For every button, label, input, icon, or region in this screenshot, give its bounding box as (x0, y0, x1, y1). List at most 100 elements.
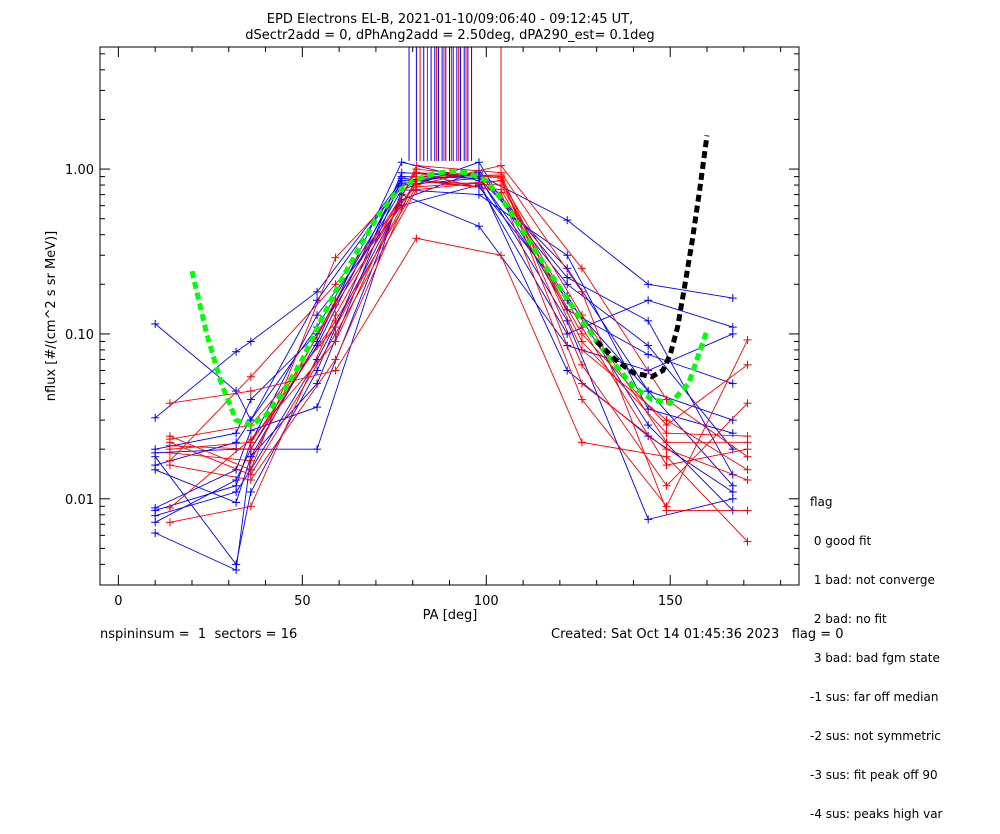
data-point (497, 251, 506, 260)
data-point (662, 506, 671, 515)
data-point (743, 452, 752, 461)
data-point (474, 158, 483, 167)
y-axis-label: nflux [#/(cm^2 s sr MeV)] (44, 231, 59, 401)
series-line (155, 194, 733, 509)
data-point (412, 161, 421, 170)
data-point (563, 366, 572, 375)
data-point (743, 506, 752, 515)
data-point (743, 476, 752, 485)
data-point (644, 387, 653, 396)
data-point (397, 158, 406, 167)
data-point (644, 280, 653, 289)
data-point (577, 395, 586, 404)
data-point (151, 518, 160, 527)
data-point (662, 461, 671, 470)
data-point (577, 345, 586, 354)
series-line (154, 174, 733, 419)
data-point (644, 316, 653, 325)
data-point (662, 429, 671, 438)
data-point (246, 456, 255, 465)
data-point (151, 413, 160, 422)
data-point (644, 341, 653, 350)
flag-legend-item: -4 sus: peaks high var (810, 807, 943, 821)
footer-right: Created: Sat Oct 14 01:45:36 2023 flag =… (551, 627, 844, 642)
data-point (577, 360, 586, 369)
x-tick-label: 0 (114, 594, 122, 609)
data-point (728, 329, 737, 338)
series-line (154, 177, 734, 486)
data-point (662, 481, 671, 490)
series-line (169, 180, 748, 476)
series-line (169, 172, 748, 481)
data-point (232, 429, 241, 438)
data-point (563, 273, 572, 282)
data-point (151, 503, 160, 512)
flag-legend-item: 2 bad: no fit (810, 612, 887, 626)
data-point (232, 347, 241, 356)
green-fit-curve (189, 168, 710, 428)
data-point (246, 387, 255, 396)
series-line (169, 180, 748, 450)
data-point (232, 438, 241, 447)
data-point (743, 360, 752, 369)
data-point (313, 311, 322, 320)
y-tick-label: 0.01 (65, 493, 94, 508)
data-point (232, 498, 241, 507)
data-point (165, 435, 174, 444)
data-point (662, 395, 671, 404)
data-point (331, 329, 340, 338)
chart: EPD Electrons EL-B, 2021-01-10/09:06:40 … (44, 12, 800, 623)
data-point (165, 518, 174, 527)
data-point (743, 537, 752, 546)
data-point (577, 287, 586, 296)
series-line (155, 161, 734, 571)
data-point (331, 253, 340, 262)
data-point (412, 182, 421, 191)
data-point (232, 487, 241, 496)
data-point (644, 350, 653, 359)
data-point (743, 432, 752, 441)
series-line (169, 174, 748, 481)
data-point (728, 323, 737, 332)
data-point (412, 234, 421, 243)
series-line (169, 165, 748, 462)
data-point (577, 379, 586, 388)
chart-title: EPD Electrons EL-B, 2021-01-10/09:06:40 … (267, 12, 633, 27)
data-point (474, 222, 483, 231)
data-point (743, 335, 752, 344)
data-point (313, 403, 322, 412)
y-tick-label: 0.10 (65, 328, 94, 343)
data-point (232, 387, 241, 396)
data-point (165, 503, 174, 512)
data-point (151, 445, 160, 454)
data-point (743, 399, 752, 408)
data-point (644, 515, 653, 524)
series-line (154, 176, 733, 523)
data-point (563, 216, 572, 225)
data-point (151, 465, 160, 474)
data-point (497, 161, 506, 170)
x-axis-label: PA [deg] (423, 608, 478, 623)
flag-legend-item: 3 bad: bad fgm state (810, 651, 940, 665)
data-point (728, 416, 737, 425)
data-point (662, 416, 671, 425)
data-point (246, 395, 255, 404)
x-tick-label: 150 (658, 594, 683, 609)
data-point (313, 366, 322, 375)
data-point (474, 190, 483, 199)
data-point (644, 432, 653, 441)
data-point (743, 445, 752, 454)
data-point (165, 445, 174, 454)
data-point (728, 379, 737, 388)
series-line (169, 237, 748, 542)
data-point (165, 461, 174, 470)
flag-legend-item: -2 sus: not symmetric (810, 729, 941, 743)
series-line (169, 165, 748, 511)
data-point (577, 329, 586, 338)
flag-legend-item: -3 sus: fit peak off 90 (810, 768, 938, 782)
data-point (331, 355, 340, 364)
data-point (728, 494, 737, 503)
data-point (563, 251, 572, 260)
data-point (743, 465, 752, 474)
data-point (313, 287, 322, 296)
